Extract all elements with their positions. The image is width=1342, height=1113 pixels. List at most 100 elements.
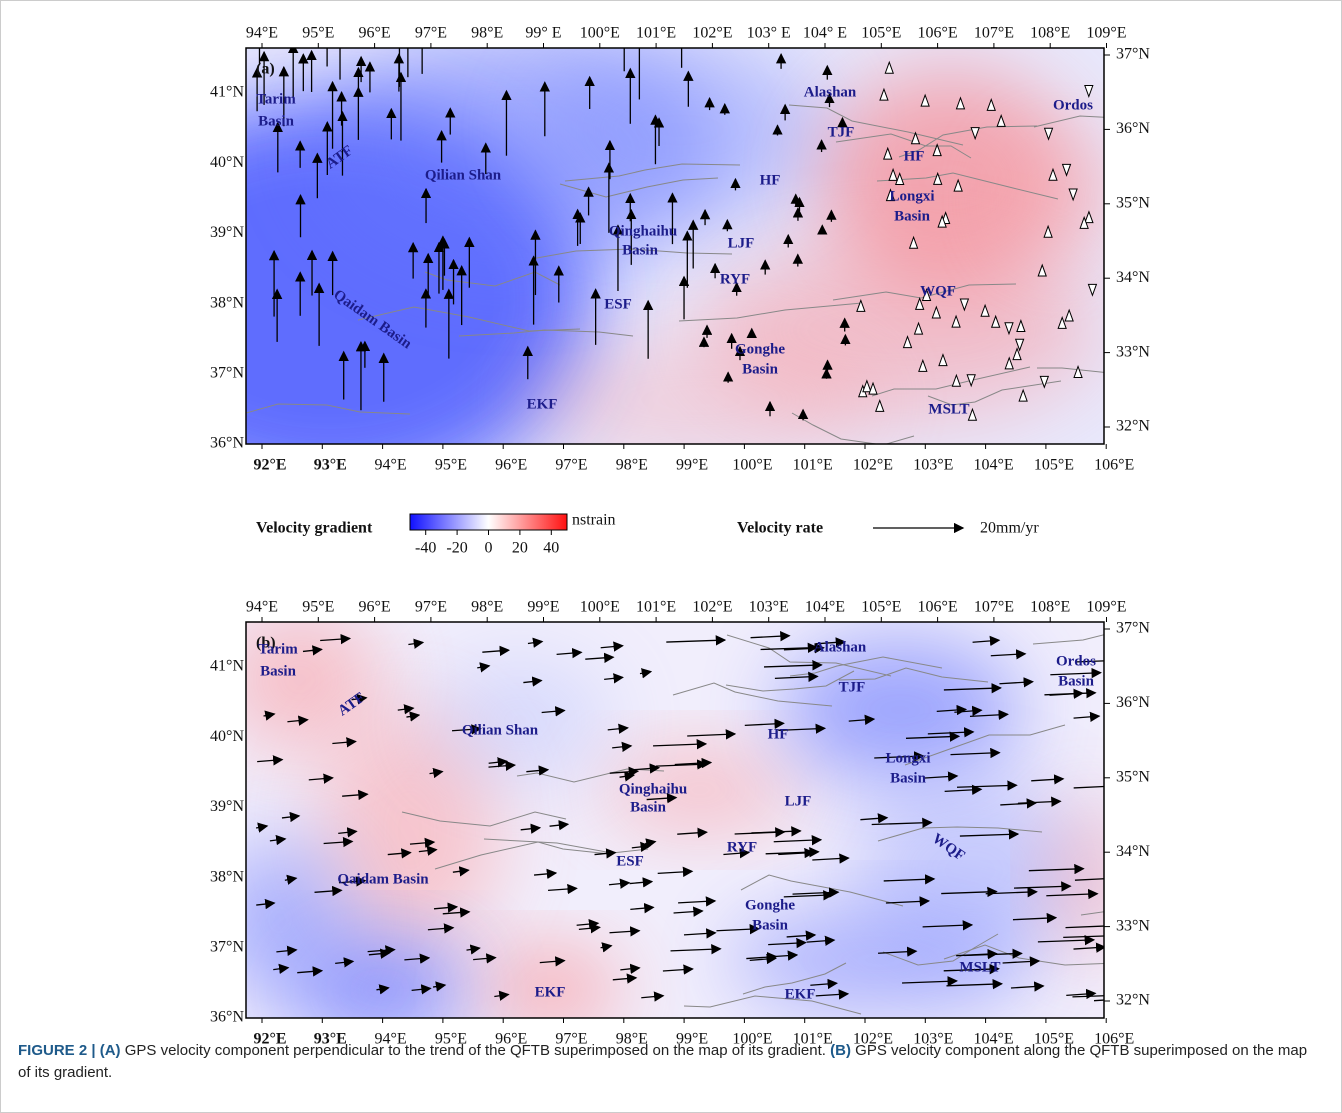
left-lat-label: 36°N (210, 1009, 244, 1026)
fault-line (725, 670, 855, 692)
velocity-triangle (856, 298, 866, 312)
fault-line (882, 933, 999, 966)
velocity-arrow (749, 953, 777, 965)
right-lat-label: 34°N (1116, 843, 1150, 860)
bottom-lon-label: 104°E (974, 1031, 1014, 1048)
velocity-triangle (908, 235, 919, 249)
map-border (245, 621, 1105, 1019)
top-lon-label: 108°E (1030, 25, 1070, 42)
velocity-arrow (678, 896, 717, 907)
velocity-triangle (1084, 85, 1094, 98)
top-lon-label: 105°E (861, 25, 901, 42)
velocity-arrow (768, 937, 807, 949)
right-lat-label: 33°N (1116, 917, 1150, 934)
velocity-arrow (527, 637, 544, 648)
fault-line (683, 995, 862, 1015)
velocity-arrow (810, 978, 838, 990)
bottom-lon-label: 97°E (555, 1031, 587, 1048)
top-lon-label: 104° E (803, 25, 847, 42)
velocity-arrow (576, 918, 600, 930)
velocity-arrow (297, 966, 324, 977)
map-border (245, 47, 1105, 445)
velocity-arrow (936, 704, 968, 716)
left-lat-label: 37°N (210, 364, 244, 381)
velocity-triangle (986, 97, 996, 111)
velocity-arrow (885, 896, 931, 907)
top-lon-label: 105°E (861, 599, 901, 616)
caption-text: GPS velocity component along the QFTB su… (18, 1042, 1308, 1081)
region-label: Basin (258, 113, 295, 129)
velocity-arrow (418, 845, 438, 856)
left-lat-label: 38°N (210, 294, 244, 311)
velocity-arrow (786, 930, 817, 941)
velocity-triangle (937, 214, 947, 228)
velocity-triangle (1079, 215, 1089, 229)
velocity-arrow (482, 645, 511, 657)
left-lat-label: 37°N (210, 938, 244, 955)
velocity-triangle (1039, 375, 1050, 389)
top-lon-label: 103° E (747, 25, 791, 42)
velocity-arrow (548, 883, 578, 895)
velocity-triangle (888, 167, 898, 181)
velocity-arrow (631, 841, 651, 853)
fault-line (678, 302, 863, 322)
caption-text: GPS velocity component perpendicular to … (124, 1042, 826, 1059)
velocity-arrow (999, 677, 1034, 688)
fault-line (1037, 367, 1104, 373)
bottom-lon-label: 98°E (616, 1031, 648, 1048)
fault-line (424, 271, 561, 287)
velocity-arrow (302, 645, 323, 656)
region-label: ESF (604, 296, 632, 312)
velocity-triangle (990, 314, 1001, 328)
caption-label: (B) (830, 1042, 851, 1059)
velocity-arrow (607, 723, 629, 734)
right-lat-label: 34°N (1116, 269, 1150, 286)
velocity-arrow (1072, 995, 1104, 998)
velocity-arrow (902, 976, 958, 987)
region-label: Gonghe (735, 341, 785, 357)
panel-label: (b) (256, 635, 276, 652)
bottom-lon-label: 93°E (314, 457, 347, 474)
velocity-arrow (1037, 935, 1096, 946)
velocity-triangle (1087, 283, 1098, 297)
top-lon-label: 99°E (527, 599, 559, 616)
region-label: WQF (920, 283, 956, 299)
region-label: HF (904, 148, 925, 164)
bottom-lon-label: 94°E (375, 457, 407, 474)
fault-line (458, 329, 634, 337)
velocity-triangle (913, 321, 924, 335)
velocity-triangle (883, 146, 893, 160)
left-lat-label: 39°N (210, 798, 244, 815)
velocity-arrow (674, 757, 713, 769)
velocity-arrow (257, 755, 284, 766)
velocity-arrow (520, 823, 542, 834)
velocity-arrow (687, 729, 737, 740)
panel-label: (a) (256, 61, 275, 78)
velocity-triangle (932, 143, 942, 157)
left-lat-label: 41°N (210, 658, 244, 675)
bottom-lon-label: 105°E (1034, 1031, 1074, 1048)
fault-line (483, 838, 649, 854)
velocity-arrow (683, 928, 717, 939)
velocity-arrow (409, 837, 436, 849)
velocity-arrow (716, 924, 761, 935)
velocity-triangle (902, 335, 913, 349)
velocity-arrow (662, 964, 694, 975)
velocity-triangle (1068, 188, 1078, 202)
fault-line (401, 811, 567, 827)
velocity-arrow (368, 948, 391, 959)
velocity-arrow (655, 759, 708, 770)
legend-title: Velocity rate (737, 520, 823, 537)
velocity-arrow (922, 920, 974, 931)
top-lon-label: 96°E (359, 599, 391, 616)
region-label: Tarim (256, 91, 296, 107)
bottom-lon-label: 94°E (375, 1031, 407, 1048)
velocity-triangle (1064, 308, 1074, 322)
velocity-arrow (941, 886, 998, 898)
region-label: Basin (742, 361, 779, 377)
region-label: Qinghaihu (609, 223, 677, 239)
velocity-arrow (427, 923, 455, 934)
fault-line (564, 163, 741, 182)
velocity-arrow (990, 649, 1027, 660)
